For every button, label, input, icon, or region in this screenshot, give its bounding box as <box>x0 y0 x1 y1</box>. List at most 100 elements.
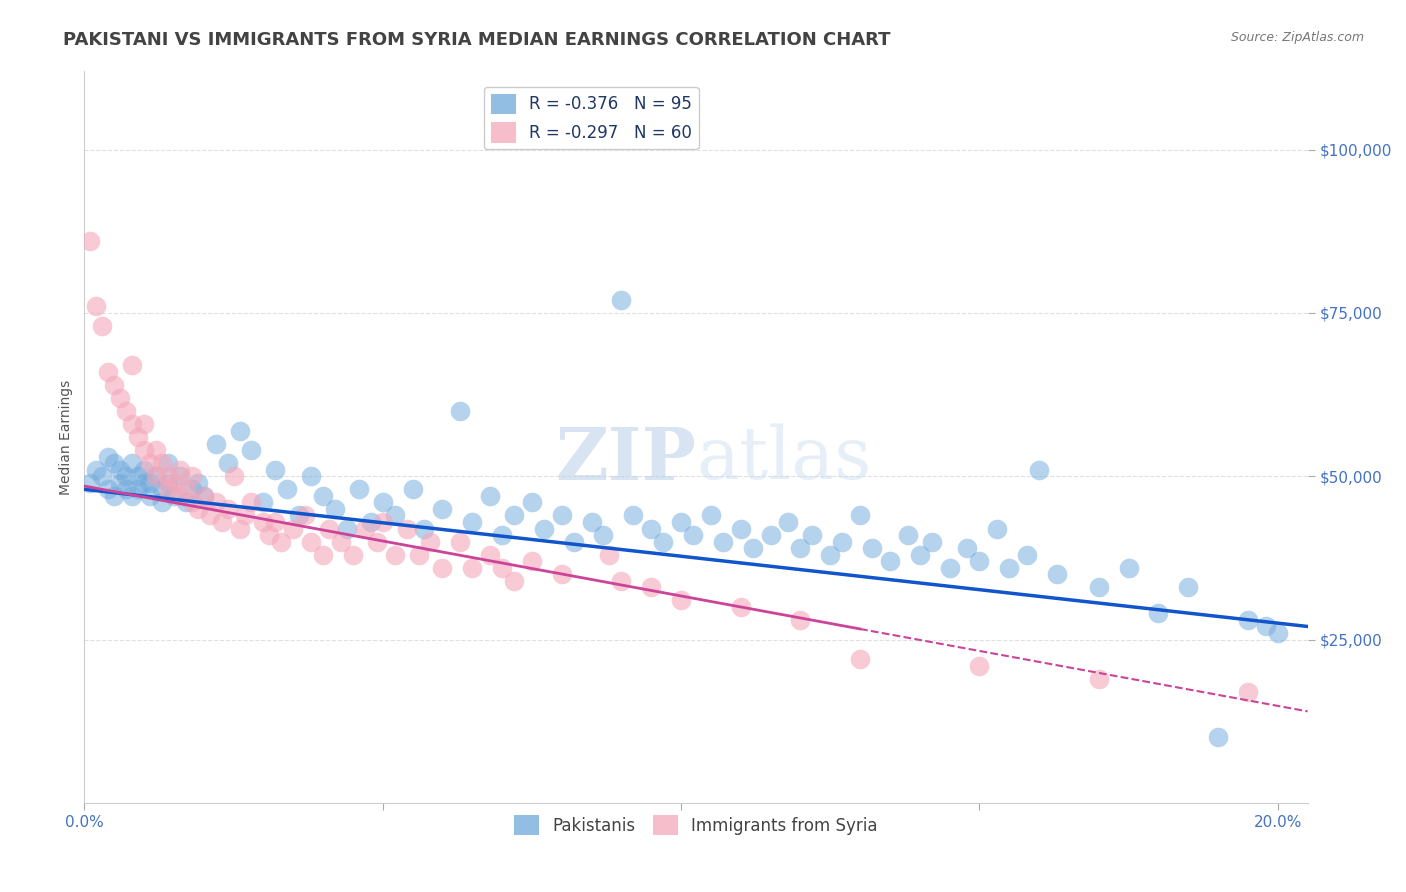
Point <box>323 502 346 516</box>
Point <box>449 534 471 549</box>
Point <box>259 528 281 542</box>
Point <box>193 489 215 503</box>
Point <box>479 489 502 503</box>
Point <box>432 502 454 516</box>
Point <box>108 391 131 405</box>
Point <box>174 483 197 497</box>
Point <box>84 463 107 477</box>
Point <box>449 404 471 418</box>
Point <box>682 528 704 542</box>
Point <box>741 541 763 555</box>
Point <box>849 652 872 666</box>
Point <box>156 456 179 470</box>
Point <box>180 495 202 509</box>
Point <box>228 424 250 438</box>
Point <box>562 534 585 549</box>
Text: atlas: atlas <box>696 424 872 494</box>
Point <box>299 534 322 549</box>
Text: ZIP: ZIP <box>555 424 696 494</box>
Point <box>551 508 574 523</box>
Point <box>1028 463 1050 477</box>
Point <box>789 541 811 555</box>
Point <box>461 560 484 574</box>
Point <box>610 293 633 307</box>
Point <box>610 574 633 588</box>
Point <box>353 521 375 535</box>
Point <box>204 436 226 450</box>
Point <box>132 443 155 458</box>
Point <box>551 567 574 582</box>
Point <box>818 548 841 562</box>
Point <box>252 515 274 529</box>
Point <box>491 560 513 574</box>
Point <box>169 469 191 483</box>
Point <box>419 534 441 549</box>
Point <box>371 515 394 529</box>
Point <box>592 528 614 542</box>
Point <box>669 515 692 529</box>
Point <box>187 502 209 516</box>
Point <box>121 456 143 470</box>
Point <box>479 548 502 562</box>
Point <box>299 469 322 483</box>
Point <box>163 475 186 490</box>
Point <box>669 593 692 607</box>
Point <box>121 358 143 372</box>
Point <box>235 508 257 523</box>
Point <box>956 541 979 555</box>
Point <box>193 489 215 503</box>
Point <box>169 489 191 503</box>
Point <box>187 475 209 490</box>
Point <box>366 534 388 549</box>
Point <box>395 521 418 535</box>
Point <box>228 521 250 535</box>
Point <box>329 534 352 549</box>
Point <box>533 521 555 535</box>
Point <box>264 463 287 477</box>
Point <box>97 450 120 464</box>
Point <box>156 483 179 497</box>
Point <box>860 541 883 555</box>
Point <box>347 483 370 497</box>
Point <box>169 463 191 477</box>
Point <box>115 483 138 497</box>
Point <box>640 580 662 594</box>
Point <box>938 560 960 574</box>
Point <box>103 377 125 392</box>
Point <box>986 521 1008 535</box>
Point <box>115 404 138 418</box>
Point <box>921 534 943 549</box>
Point <box>127 483 149 497</box>
Point <box>491 528 513 542</box>
Point <box>132 417 155 431</box>
Y-axis label: Median Earnings: Median Earnings <box>59 379 73 495</box>
Point <box>204 495 226 509</box>
Point <box>312 489 335 503</box>
Point <box>264 515 287 529</box>
Point <box>1087 672 1109 686</box>
Point <box>408 548 430 562</box>
Point <box>831 534 853 549</box>
Point <box>276 483 298 497</box>
Point <box>640 521 662 535</box>
Point <box>598 548 620 562</box>
Point <box>97 483 120 497</box>
Point <box>384 548 406 562</box>
Point <box>461 515 484 529</box>
Point <box>1147 607 1170 621</box>
Point <box>288 508 311 523</box>
Point <box>384 508 406 523</box>
Point <box>198 508 221 523</box>
Point <box>312 548 335 562</box>
Point <box>969 658 991 673</box>
Point <box>503 574 526 588</box>
Point <box>342 548 364 562</box>
Point <box>127 430 149 444</box>
Point <box>1267 626 1289 640</box>
Point <box>1046 567 1069 582</box>
Point <box>879 554 901 568</box>
Point <box>336 521 359 535</box>
Point <box>801 528 824 542</box>
Point <box>730 599 752 614</box>
Point <box>621 508 644 523</box>
